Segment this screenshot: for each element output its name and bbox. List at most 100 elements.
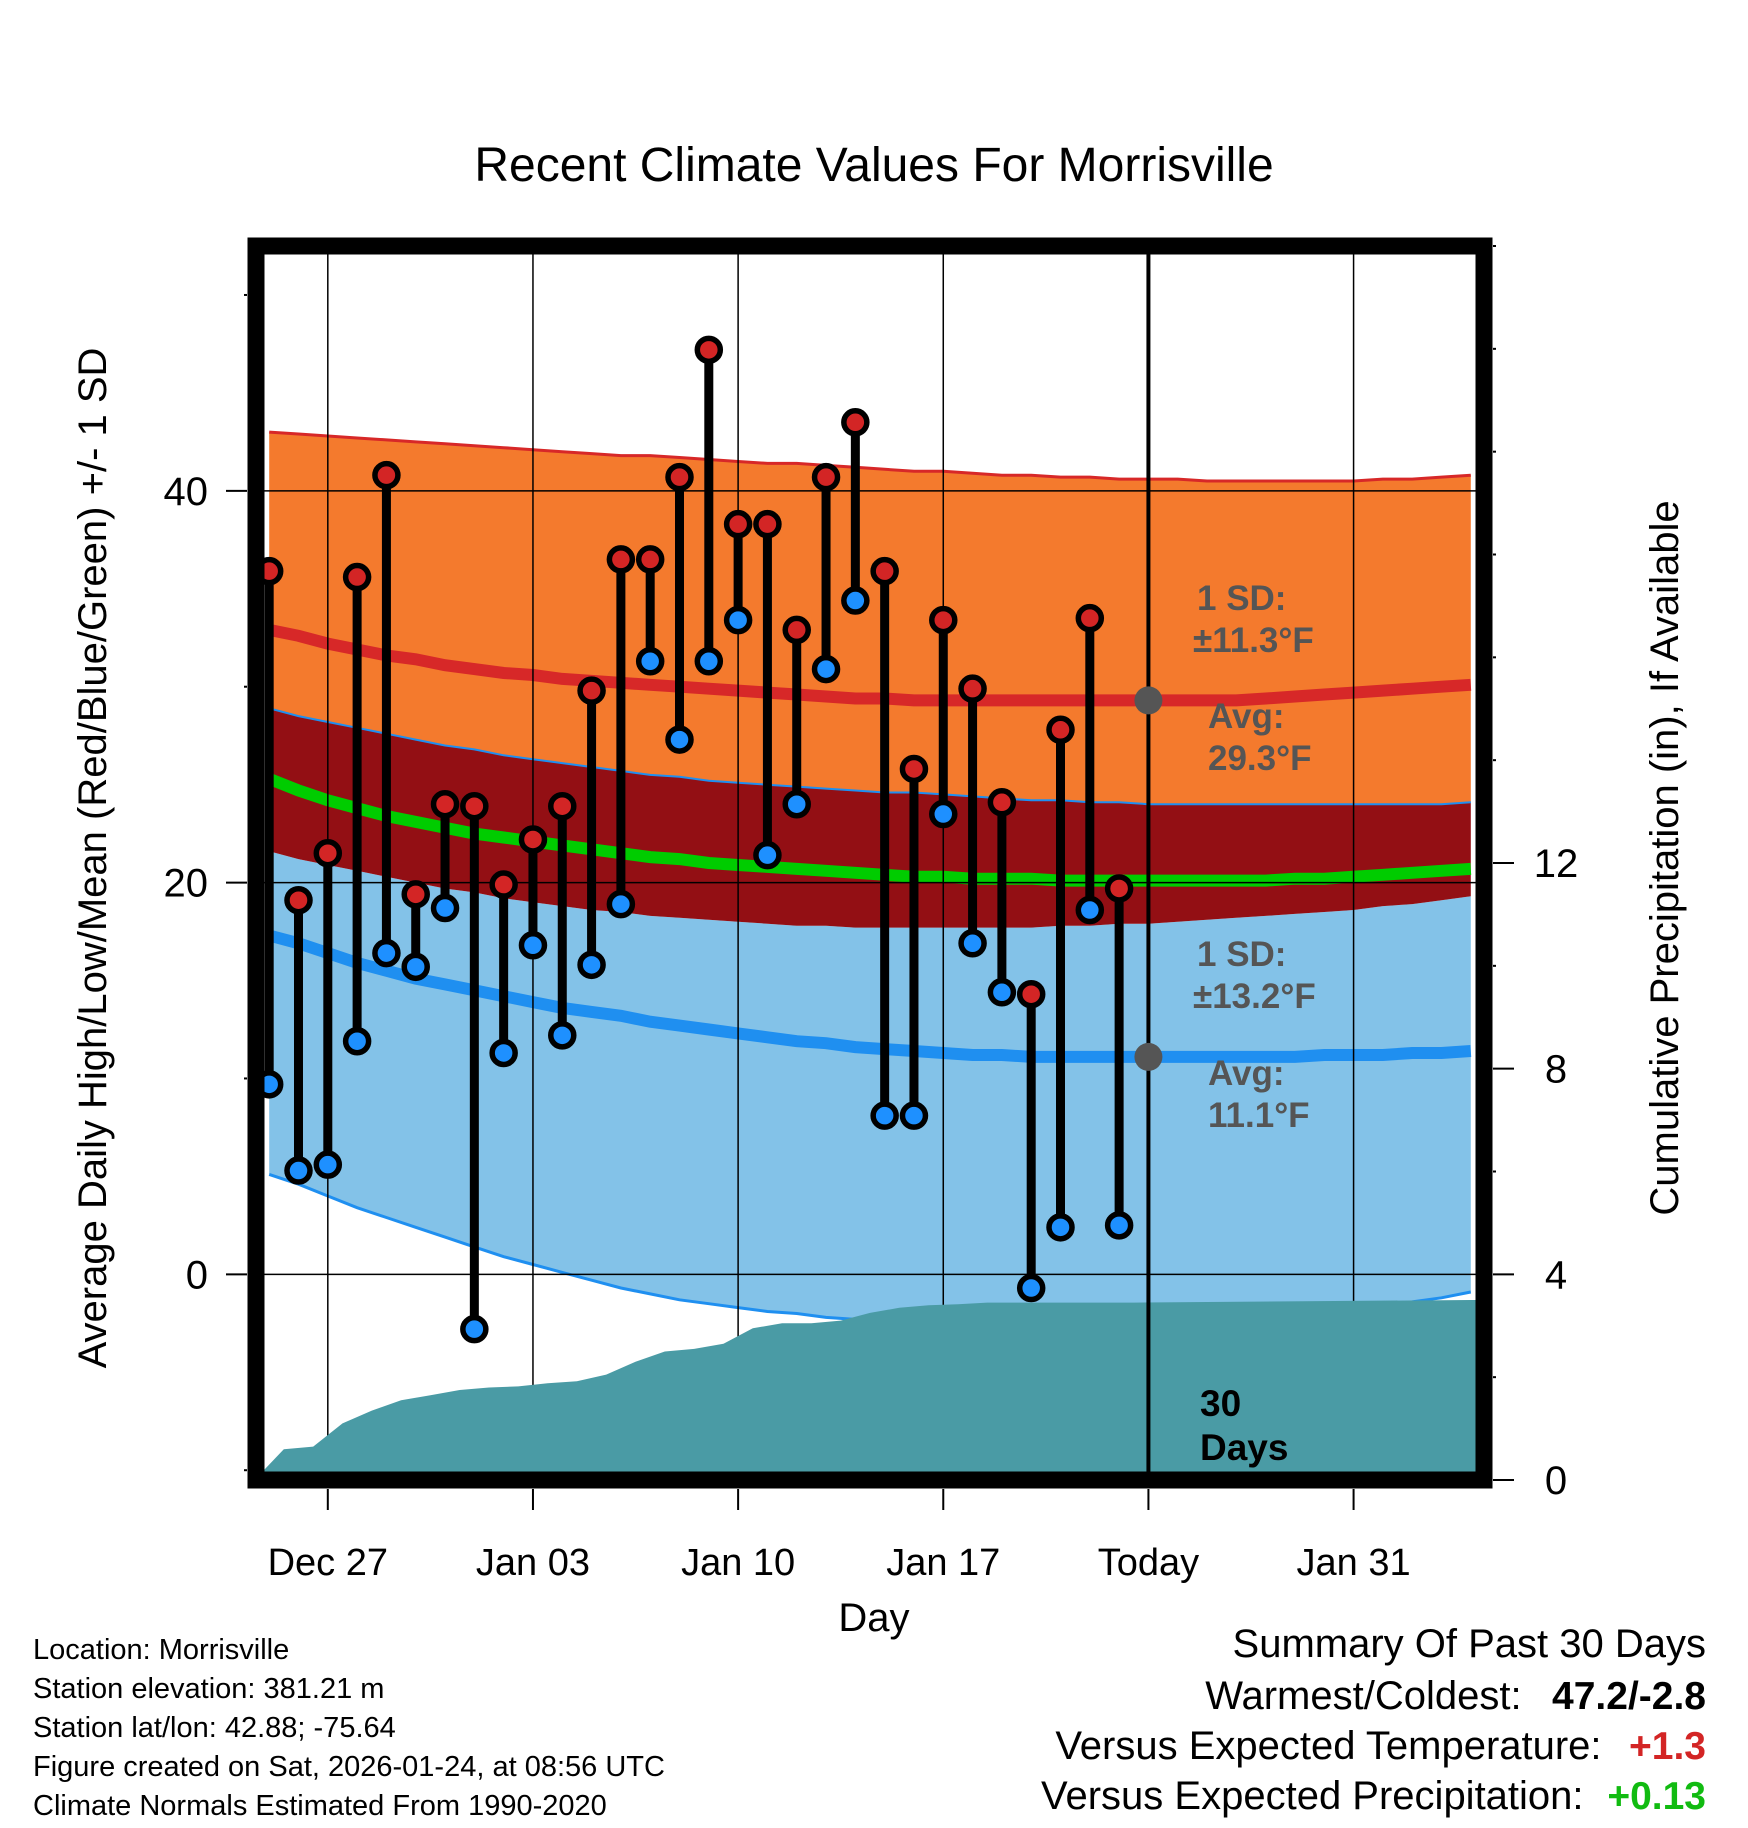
high-temp-marker (694, 335, 724, 365)
low-temp-marker (284, 1156, 313, 1185)
x-tick-label: Jan 03 (476, 1542, 590, 1584)
y2-tick-label: 4 (1545, 1253, 1567, 1297)
high-temp-marker (723, 509, 753, 539)
low-temp-marker (489, 1038, 518, 1068)
high-temp-marker (753, 509, 782, 539)
x-tick-label: Jan 31 (1297, 1542, 1411, 1584)
footer-elevation: Station elevation: 381.21 m (33, 1673, 385, 1705)
days-count-word: Days (1200, 1427, 1288, 1468)
low-temp-marker (372, 938, 401, 968)
daily-range-bars (264, 349, 1124, 1330)
low-normal-line (267, 929, 1472, 1063)
low-temp-marker (1075, 895, 1105, 925)
y-tick-label: 40 (164, 470, 209, 514)
summary-warmest-value: 47.2/-2.8 (1552, 1675, 1706, 1718)
low-temp-marker (606, 889, 636, 919)
axes: 0 20 40 0 4 8 12 Dec 27 Jan 03 Jan 10 Jan 17 Today J… (164, 237, 1578, 1584)
low-temp-marker (694, 647, 724, 676)
high-upper-edge (269, 430, 1471, 483)
footer-location: Location: Morrisville (33, 1634, 290, 1666)
summary-precip-value: +0.13 (1607, 1775, 1706, 1818)
high-temp-marker (284, 885, 313, 915)
chart-labels: Recent Climate Values For Morrisville Da… (71, 139, 1687, 1640)
x-tick-label: Jan 10 (681, 1542, 795, 1584)
high-temp-marker (987, 788, 1017, 817)
high-temp-marker (401, 880, 430, 909)
low-temp-marker (665, 725, 694, 754)
high-temp-marker (548, 791, 577, 821)
y2-tick-label: 0 (1545, 1459, 1567, 1503)
high-temp-marker (1046, 715, 1075, 745)
high-temp-marker (1075, 603, 1105, 633)
low-avg-label: Avg: (1208, 1054, 1284, 1093)
high-temp-marker (430, 789, 460, 819)
days-count-number: 30 (1200, 1383, 1241, 1424)
summary-title: Summary Of Past 30 Days (1233, 1624, 1706, 1664)
low-temp-marker (723, 605, 753, 635)
high-sd-value: ±11.3°F (1193, 621, 1314, 660)
high-temp-marker (1016, 979, 1046, 1009)
low-temp-marker (958, 929, 987, 958)
high-temp-marker (899, 754, 929, 784)
summary-precip-label: Versus Expected Precipitation: (1041, 1774, 1584, 1818)
low-temp-marker (313, 1150, 343, 1179)
high-temp-marker (1104, 874, 1134, 903)
precip-area (254, 1300, 1484, 1480)
low-temp-marker (987, 978, 1017, 1007)
plot-frame (247, 237, 1493, 1489)
high-temp-marker (782, 615, 811, 645)
high-temp-marker (518, 825, 548, 854)
high-temp-marker (342, 562, 372, 592)
high-temp-marker (313, 838, 343, 868)
footer-normals: Climate Normals Estimated From 1990-2020 (33, 1790, 607, 1822)
low-temp-marker (1016, 1273, 1046, 1303)
high-temp-marker (841, 408, 870, 437)
low-temp-marker (753, 840, 782, 870)
high-temp-marker (372, 460, 401, 490)
high-temp-marker (635, 545, 665, 574)
low-temp-marker (518, 931, 548, 960)
precipitation-layer (254, 246, 1484, 1480)
low-sd-value: ±13.2°F (1193, 977, 1316, 1016)
low-avg-value: 11.1°F (1208, 1096, 1310, 1135)
y2-axis-label: Cumulative Precipitation (in), If Availa… (1643, 500, 1687, 1215)
high-temp-marker (811, 462, 841, 492)
gridlines (256, 246, 1484, 1480)
low-temp-marker (430, 893, 460, 923)
low-temp-marker (811, 654, 841, 684)
overlap-band (269, 708, 1471, 928)
high-sd-band (269, 432, 1471, 805)
y-axis-label: Average Daily High/Low/Mean (Red/Blue/Gr… (71, 348, 115, 1369)
chart-bands (266, 430, 1472, 1327)
chart-title: Recent Climate Values For Morrisville (474, 139, 1273, 192)
summary-temp-value: +1.3 (1629, 1725, 1706, 1768)
y-tick-label: 20 (164, 862, 209, 906)
high-sd-label: 1 SD: (1197, 579, 1286, 618)
low-sd-label: 1 SD: (1197, 935, 1286, 974)
high-normal-line (268, 624, 1472, 707)
x-tick-label: Dec 27 (268, 1542, 388, 1584)
footer-latlon: Station lat/lon: 42.88; -75.64 (33, 1712, 396, 1744)
low-temp-marker (548, 1021, 577, 1050)
high-lower-edge (268, 707, 1471, 806)
low-temp-marker (1104, 1211, 1134, 1240)
high-avg-marker (1134, 686, 1163, 715)
high-temp-marker (489, 870, 518, 899)
y-tick-label: 0 (186, 1253, 208, 1297)
high-temp-marker (460, 791, 489, 821)
daily-markers (254, 335, 1163, 1344)
high-avg-value: 29.3°F (1208, 739, 1312, 778)
low-temp-marker (899, 1101, 929, 1130)
summary-temp-row: Versus Expected Temperature: +1.3 (1055, 1726, 1706, 1766)
summary-warmest-label: Warmest/Coldest: (1205, 1674, 1522, 1718)
summary-precip-row: Versus Expected Precipitation: +0.13 (1041, 1776, 1706, 1816)
summary-temp-label: Versus Expected Temperature: (1055, 1724, 1602, 1768)
low-sd-band (269, 851, 1471, 1326)
low-avg-marker (1134, 1042, 1163, 1071)
low-temp-marker (870, 1101, 899, 1130)
low-temp-marker (577, 950, 606, 980)
low-temp-marker (1046, 1213, 1075, 1242)
low-temp-marker (401, 952, 430, 982)
footer-created: Figure created on Sat, 2026-01-24, at 08… (33, 1751, 665, 1783)
